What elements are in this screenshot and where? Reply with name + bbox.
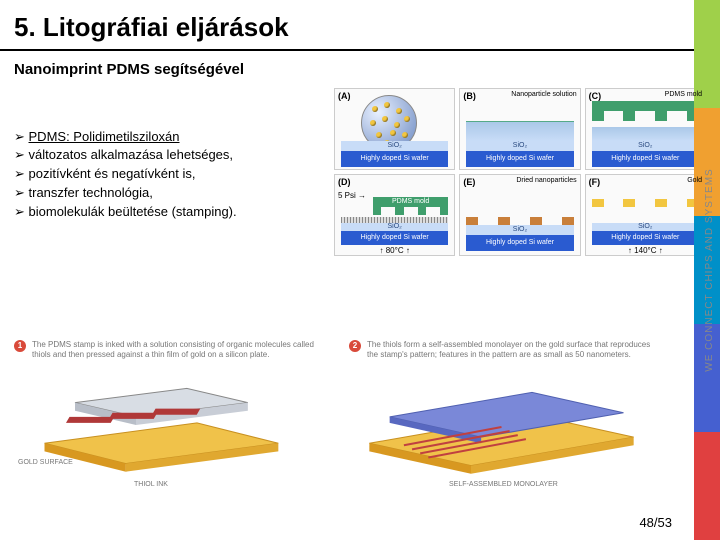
panel-label: (E) bbox=[463, 177, 475, 187]
bullet-item: pozitívként és negatívként is, bbox=[14, 165, 334, 184]
sio2-layer: SiO₂ bbox=[341, 141, 448, 151]
step-number: 1 bbox=[14, 340, 26, 352]
label-gold: GOLD SURFACE bbox=[18, 459, 73, 466]
side-tagline: WE CONNECT CHIPS AND SYSTEMS bbox=[704, 168, 715, 371]
panel-label: (F) bbox=[589, 177, 601, 187]
iso-illustration bbox=[349, 366, 654, 490]
panel-label: (B) bbox=[463, 91, 476, 101]
panel-caption: Nanoparticle solution bbox=[511, 91, 576, 98]
panel-grid: (A) SiO₂ Highly doped Si wafer bbox=[334, 88, 706, 256]
wafer-layer: Highly doped Si wafer bbox=[592, 151, 699, 167]
info-step-1: 1 The PDMS stamp is inked with a solutio… bbox=[14, 340, 319, 490]
title-rule bbox=[0, 49, 720, 51]
bottom-infographic: 1 The PDMS stamp is inked with a solutio… bbox=[14, 340, 654, 490]
info-step-2: 2 The thiols form a self-assembled monol… bbox=[349, 340, 654, 490]
bullet-item: PDMS: Polidimetilsziloxán bbox=[14, 128, 334, 147]
panel-caption: Dried nanoparticles bbox=[516, 177, 576, 184]
bullet-item: transzfer technológia, bbox=[14, 184, 334, 203]
panel-diagram: (A) SiO₂ Highly doped Si wafer bbox=[334, 88, 706, 256]
step1-graphic: GOLD SURFACE THIOL INK bbox=[14, 366, 319, 490]
panel-caption: Gold bbox=[687, 177, 702, 184]
panel-a: (A) SiO₂ Highly doped Si wafer bbox=[334, 88, 455, 170]
wafer-layer: Highly doped Si wafer bbox=[466, 151, 573, 167]
step2-graphic: SELF-ASSEMBLED MONOLAYER bbox=[349, 366, 654, 490]
wafer-layer: Highly doped Si wafer bbox=[341, 231, 448, 245]
panel-c: (C) PDMS mold SiO₂ Highly doped Si wafer bbox=[585, 88, 706, 170]
temp-label: ↑ 140°C ↑ bbox=[628, 246, 663, 255]
panel-f: (F) Gold SiO₂ Highly doped Si wafer ↑ 14… bbox=[585, 174, 706, 256]
sio2-layer: SiO₂ bbox=[592, 141, 699, 151]
sio2-layer: SiO₂ bbox=[592, 223, 699, 231]
step-number: 2 bbox=[349, 340, 361, 352]
panel-label: (A) bbox=[338, 91, 351, 101]
page-number: 48/53 bbox=[639, 515, 672, 530]
label-thiol: THIOL INK bbox=[134, 481, 168, 488]
panel-d: (D) 5 Psi → PDMS mold SiO₂ Highly doped … bbox=[334, 174, 455, 256]
panel-e: (E) Dried nanoparticles SiO₂ Highly dope… bbox=[459, 174, 580, 256]
panel-b: (B) Nanoparticle solution SiO₂ Highly do… bbox=[459, 88, 580, 170]
bullet-item: biomolekulák beültetése (stamping). bbox=[14, 203, 334, 222]
sio2-layer: SiO₂ bbox=[466, 225, 573, 235]
iso-illustration bbox=[14, 366, 319, 490]
wafer-layer: Highly doped Si wafer bbox=[341, 151, 448, 167]
panel-caption: PDMS mold bbox=[665, 91, 702, 98]
step-text: The PDMS stamp is inked with a solution … bbox=[32, 340, 319, 360]
panel-label: (D) bbox=[338, 177, 351, 187]
bullet-list: PDMS: Polidimetilsziloxán változatos alk… bbox=[14, 128, 334, 222]
temp-label: ↑ 80°C ↑ bbox=[379, 246, 409, 255]
label-sam: SELF-ASSEMBLED MONOLAYER bbox=[449, 481, 558, 488]
pressure-label: 5 Psi → bbox=[338, 191, 366, 200]
step-text: The thiols form a self-assembled monolay… bbox=[367, 340, 654, 360]
slide-title: 5. Litográfiai eljárások bbox=[0, 0, 720, 49]
panel-label: (C) bbox=[589, 91, 602, 101]
slide-subtitle: Nanoimprint PDMS segítségével bbox=[0, 61, 720, 88]
main-content: PDMS: Polidimetilsziloxán változatos alk… bbox=[0, 88, 720, 256]
sio2-layer: SiO₂ bbox=[341, 223, 448, 231]
wafer-layer: Highly doped Si wafer bbox=[592, 231, 699, 245]
bullet-item: változatos alkalmazása lehetséges, bbox=[14, 146, 334, 165]
left-column: PDMS: Polidimetilsziloxán változatos alk… bbox=[14, 88, 334, 256]
wafer-layer: Highly doped Si wafer bbox=[466, 235, 573, 251]
sio2-layer: SiO₂ bbox=[466, 141, 573, 151]
